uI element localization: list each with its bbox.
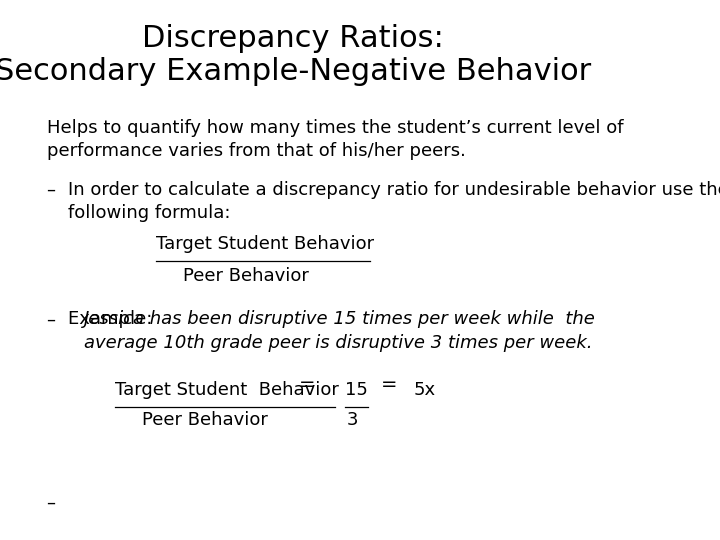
Text: 15: 15 (345, 381, 368, 399)
Text: =: = (381, 375, 397, 394)
Text: Jessica has been disruptive 15 times per week while  the
average 10th grade peer: Jessica has been disruptive 15 times per… (84, 310, 596, 352)
Text: Peer Behavior: Peer Behavior (143, 411, 269, 429)
Text: In order to calculate a discrepancy ratio for undesirable behavior use the
follo: In order to calculate a discrepancy rati… (68, 181, 720, 222)
Text: Helps to quantify how many times the student’s current level of
performance vari: Helps to quantify how many times the stu… (47, 119, 623, 160)
Text: –: – (47, 310, 55, 328)
Text: Target Student  Behavior: Target Student Behavior (115, 381, 339, 399)
Text: Secondary Example-Negative Behavior: Secondary Example-Negative Behavior (0, 57, 591, 86)
Text: 5x: 5x (413, 381, 436, 399)
Text: –: – (47, 181, 55, 199)
Text: Target Student Behavior: Target Student Behavior (156, 235, 374, 253)
Text: Peer Behavior: Peer Behavior (184, 267, 310, 285)
Text: 3: 3 (347, 411, 359, 429)
Text: Example:: Example: (68, 310, 158, 328)
Text: –: – (47, 494, 55, 512)
Text: Discrepancy Ratios:: Discrepancy Ratios: (143, 24, 444, 53)
Text: =: = (299, 375, 315, 394)
